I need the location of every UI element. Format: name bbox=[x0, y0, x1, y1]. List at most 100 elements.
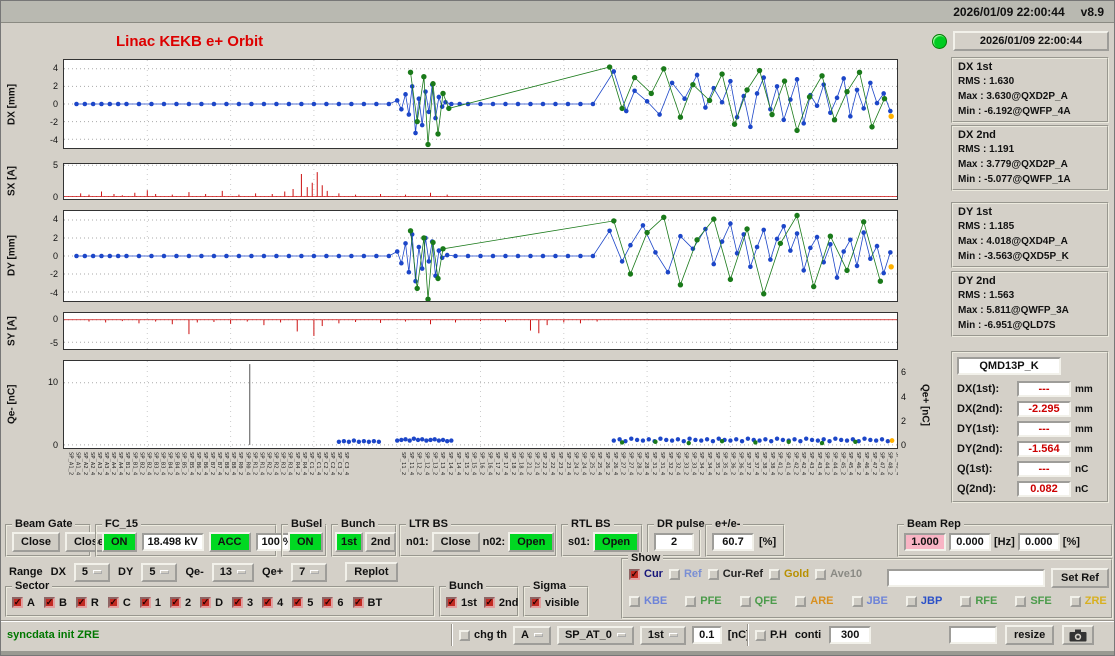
qmd-row-unit: nC bbox=[1075, 463, 1089, 475]
checkbox-2nd[interactable]: 2nd bbox=[483, 597, 518, 609]
qmd-device-name[interactable]: QMD13P_K bbox=[957, 357, 1061, 375]
sector-select[interactable]: A bbox=[513, 625, 551, 645]
count-value[interactable]: 300 bbox=[829, 626, 872, 644]
range-qe-plus-select[interactable]: 7 bbox=[291, 562, 328, 582]
ltr-n01-close-button[interactable]: Close bbox=[431, 531, 480, 552]
checkbox-qfe[interactable]: QFE bbox=[739, 595, 777, 607]
bpm-select[interactable]: SP_AT_0 bbox=[556, 625, 634, 645]
range-dy-select[interactable]: 5 bbox=[141, 562, 178, 582]
checkbox-5[interactable]: 5 bbox=[292, 597, 313, 609]
checkbox-4[interactable]: 4 bbox=[262, 597, 283, 609]
chg-th-checkbox[interactable]: chg th bbox=[459, 629, 507, 641]
checkbox-box[interactable] bbox=[262, 597, 274, 608]
checkbox-box[interactable] bbox=[107, 597, 119, 608]
checkbox-sfe[interactable]: SFE bbox=[1015, 595, 1052, 607]
ph-checkbox[interactable]: P.H bbox=[755, 629, 787, 641]
checkbox-jbp[interactable]: JBP bbox=[905, 595, 942, 607]
checkbox-box[interactable] bbox=[530, 597, 541, 608]
checkbox-box[interactable] bbox=[629, 595, 640, 607]
checkbox-box[interactable] bbox=[851, 595, 863, 607]
checkbox-ref[interactable]: Ref bbox=[668, 568, 702, 580]
checkbox-box[interactable] bbox=[43, 597, 55, 608]
checkbox-d[interactable]: D bbox=[200, 597, 223, 609]
rtl-s01-open-button[interactable]: Open bbox=[593, 531, 640, 552]
charge-right-ytick-labels: 6 4 2 0 bbox=[900, 360, 918, 449]
checkbox-3[interactable]: 3 bbox=[232, 597, 253, 609]
bunch-1st-button[interactable]: 1st bbox=[335, 531, 363, 552]
aux-field[interactable] bbox=[949, 626, 997, 644]
checkbox-box[interactable] bbox=[232, 597, 244, 608]
checkbox-box[interactable] bbox=[169, 597, 181, 608]
threshold-value[interactable]: 0.1 bbox=[691, 626, 722, 644]
checkbox-box[interactable] bbox=[685, 595, 697, 607]
checkbox-box[interactable] bbox=[795, 595, 807, 607]
y-tick-label: 10 bbox=[47, 377, 58, 388]
checkbox-box[interactable] bbox=[446, 597, 457, 608]
snapshot-button[interactable] bbox=[1062, 625, 1095, 645]
checkbox-box[interactable] bbox=[629, 568, 640, 580]
checkbox-box[interactable] bbox=[459, 629, 470, 641]
checkbox-box[interactable] bbox=[960, 595, 972, 607]
checkbox-box[interactable] bbox=[1015, 595, 1027, 607]
checkbox-box[interactable] bbox=[139, 597, 151, 608]
checkbox-box[interactable] bbox=[668, 568, 680, 580]
checkbox-box[interactable] bbox=[755, 629, 766, 641]
bpm-label: SP_38_4 bbox=[768, 452, 775, 476]
bunch-2nd-button[interactable]: 2nd bbox=[364, 531, 397, 552]
checkbox-box[interactable] bbox=[1069, 595, 1081, 607]
replot-button[interactable]: Replot bbox=[345, 562, 398, 582]
checkbox-box[interactable] bbox=[769, 568, 781, 580]
checkbox-r[interactable]: R bbox=[75, 597, 99, 609]
checkbox-box[interactable] bbox=[815, 568, 827, 580]
checkbox-box[interactable] bbox=[905, 595, 917, 607]
busel-on-button[interactable]: ON bbox=[288, 531, 323, 552]
checkbox-1[interactable]: 1 bbox=[139, 597, 161, 609]
checkbox-cur[interactable]: Cur bbox=[629, 568, 663, 580]
checkbox-box[interactable] bbox=[352, 597, 364, 608]
checkbox-2[interactable]: 2 bbox=[169, 597, 191, 609]
fc15-acc-button[interactable]: ACC bbox=[208, 531, 251, 552]
checkbox-box[interactable] bbox=[739, 595, 751, 607]
checkbox-ave10[interactable]: Ave10 bbox=[815, 568, 862, 580]
stat-title: DY 2nd bbox=[958, 275, 996, 287]
bpm-label: SP_23_2 bbox=[556, 452, 563, 476]
checkbox-cur-ref[interactable]: Cur-Ref bbox=[707, 568, 763, 580]
checkbox-c[interactable]: C bbox=[107, 597, 131, 609]
checkbox-6[interactable]: 6 bbox=[322, 597, 344, 609]
checkbox-label: Ave10 bbox=[830, 568, 863, 580]
fc15-on-button[interactable]: ON bbox=[102, 531, 137, 552]
checkbox-box[interactable] bbox=[707, 568, 719, 580]
range-dx-select[interactable]: 5 bbox=[73, 562, 111, 582]
checkbox-jbe[interactable]: JBE bbox=[851, 595, 888, 607]
sector-checkboxes: A B R C 1 2 D 3 4 5 6 BT bbox=[7, 588, 433, 615]
reference-name-input[interactable] bbox=[887, 569, 1045, 587]
resize-button[interactable]: resize bbox=[1005, 625, 1055, 645]
checkbox-box[interactable] bbox=[292, 597, 304, 608]
checkbox-box[interactable] bbox=[200, 597, 212, 608]
bpm-label: SP_48_2 bbox=[886, 452, 893, 476]
checkbox-box[interactable] bbox=[483, 597, 495, 608]
checkbox-box[interactable] bbox=[12, 597, 23, 608]
checkbox-gold[interactable]: Gold bbox=[769, 568, 809, 580]
checkbox-rfe[interactable]: RFE bbox=[960, 595, 997, 607]
charge-ytick-labels: 10 0 bbox=[33, 360, 61, 449]
checkbox-bt[interactable]: BT bbox=[352, 597, 382, 609]
checkbox-box[interactable] bbox=[322, 597, 334, 608]
checkbox-box[interactable] bbox=[75, 597, 87, 608]
checkbox-pfe[interactable]: PFE bbox=[685, 595, 722, 607]
ltr-n02-open-button[interactable]: Open bbox=[508, 531, 555, 552]
checkbox-kbe[interactable]: KBE bbox=[629, 595, 667, 607]
checkbox-1st[interactable]: 1st bbox=[446, 597, 477, 609]
range-qe-minus-select[interactable]: 13 bbox=[211, 562, 255, 582]
bpm-label: SP_28_4 bbox=[643, 452, 650, 476]
checkbox-are[interactable]: ARE bbox=[795, 595, 834, 607]
checkbox-b[interactable]: B bbox=[43, 597, 67, 609]
checkbox-visible[interactable]: visible bbox=[530, 597, 579, 609]
bunch-select[interactable]: 1st bbox=[639, 625, 686, 645]
checkbox-zre[interactable]: ZRE bbox=[1069, 595, 1107, 607]
bpm-label: SP_14_4 bbox=[454, 452, 461, 476]
beam-gate-close-1-button[interactable]: Close bbox=[12, 531, 60, 552]
set-ref-button[interactable]: Set Ref bbox=[1051, 568, 1109, 588]
checkbox-a[interactable]: A bbox=[12, 597, 35, 609]
